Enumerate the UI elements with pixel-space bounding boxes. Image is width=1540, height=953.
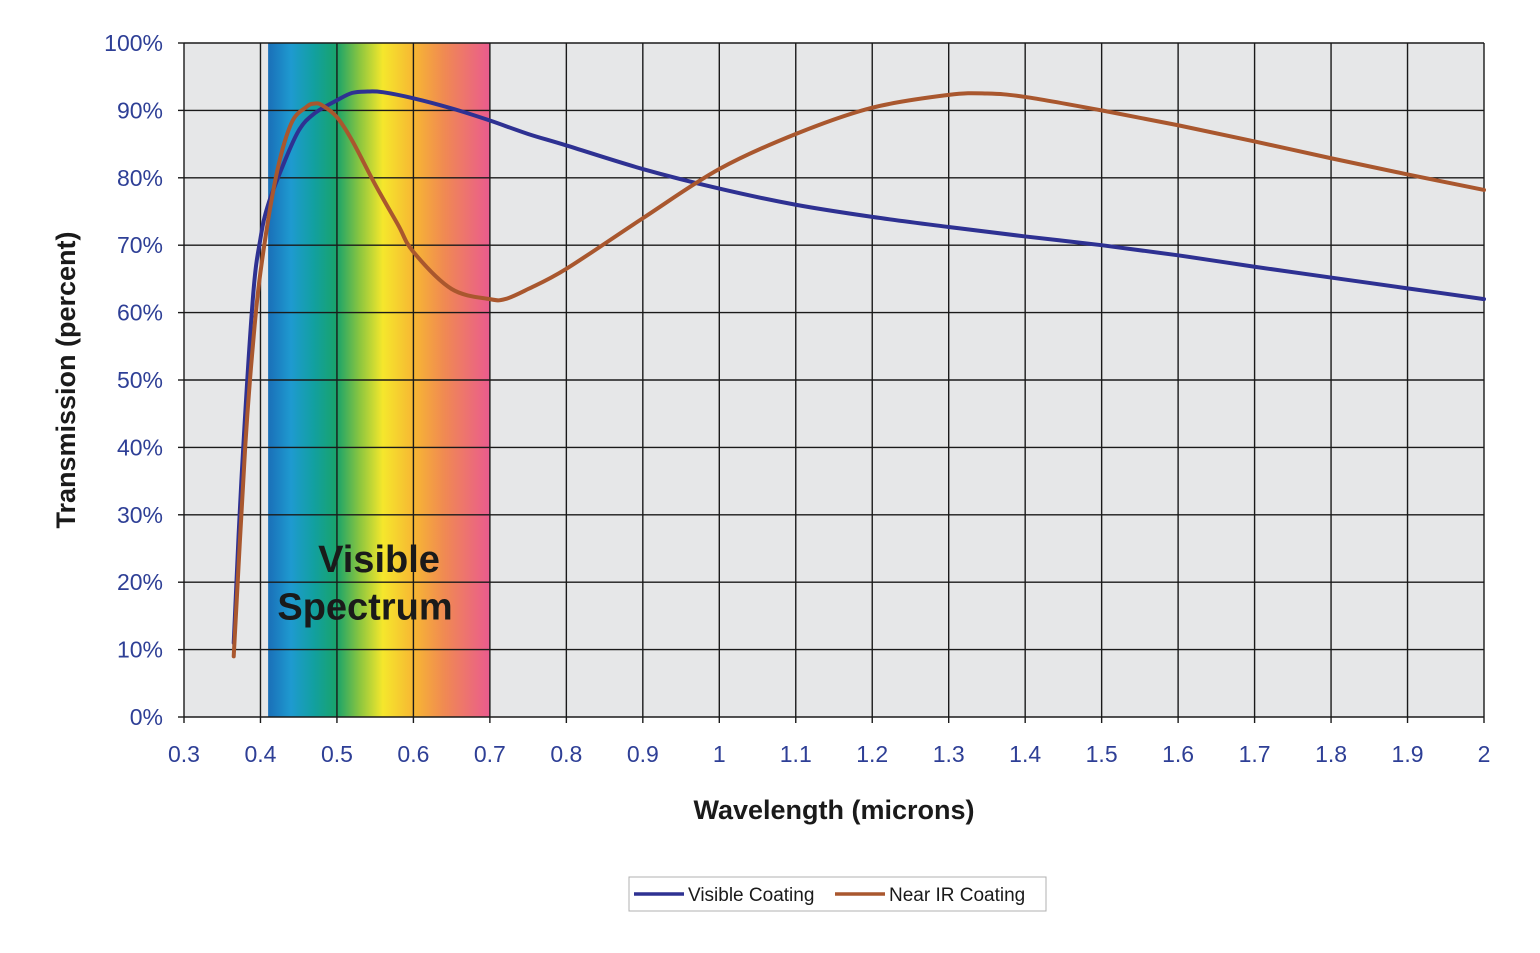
x-tick-label: 0.4	[244, 741, 276, 767]
y-tick-label: 60%	[117, 300, 163, 326]
y-tick-label: 20%	[117, 569, 163, 595]
legend: Visible Coating Near IR Coating	[628, 876, 1047, 912]
y-tick-label: 90%	[117, 97, 163, 123]
y-tick-label: 10%	[117, 637, 163, 663]
y-tick-label: 50%	[117, 367, 163, 393]
x-tick-label: 0.8	[550, 741, 582, 767]
x-tick-label: 1.4	[1009, 741, 1041, 767]
legend-label-near-ir-coating: Near IR Coating	[889, 885, 1025, 906]
y-tick-label: 70%	[117, 232, 163, 258]
x-tick-label: 1.2	[856, 741, 888, 767]
legend-label-visible-coating: Visible Coating	[688, 885, 814, 906]
x-tick-label: 2	[1478, 741, 1491, 767]
tick-labels: 0.3 0.4 0.5 0.6 0.7 0.8 0.9 1 1.1 1.2 1.3 1.4 1.5 1.6…	[104, 30, 1490, 767]
y-tick-label: 40%	[117, 434, 163, 460]
x-tick-label: 1.1	[780, 741, 812, 767]
y-tick-label: 30%	[117, 502, 163, 528]
y-axis-title: Transmission (percent)	[51, 231, 81, 528]
series-lines	[231, 89, 1486, 659]
x-tick-label: 0.7	[474, 741, 506, 767]
visible-spectrum-label: Visible Spectrum	[277, 539, 452, 628]
visible-coating-line	[231, 89, 1486, 645]
x-tick-label: 0.6	[397, 741, 429, 767]
x-axis-title: Wavelength (microns)	[693, 795, 974, 825]
x-tick-label: 0.9	[627, 741, 659, 767]
x-tick-label: 1.7	[1239, 741, 1271, 767]
x-tick-label: 1.8	[1315, 741, 1347, 767]
visible-spectrum-label-line1: Visible	[318, 539, 440, 581]
near-ir-coating-line	[231, 91, 1486, 659]
y-tick-label: 0%	[130, 704, 163, 730]
x-tick-label: 1.9	[1392, 741, 1424, 767]
visible-spectrum-label-line2: Spectrum	[277, 586, 452, 628]
x-tick-label: 1.6	[1162, 741, 1194, 767]
x-tick-label: 0.3	[168, 741, 200, 767]
x-tick-label: 0.5	[321, 741, 353, 767]
x-tick-label: 1	[713, 741, 726, 767]
y-tick-label: 80%	[117, 165, 163, 191]
y-tick-label: 100%	[104, 30, 163, 56]
grid-lines	[178, 42, 1485, 723]
x-tick-label: 1.5	[1086, 741, 1118, 767]
x-tick-label: 1.3	[933, 741, 965, 767]
